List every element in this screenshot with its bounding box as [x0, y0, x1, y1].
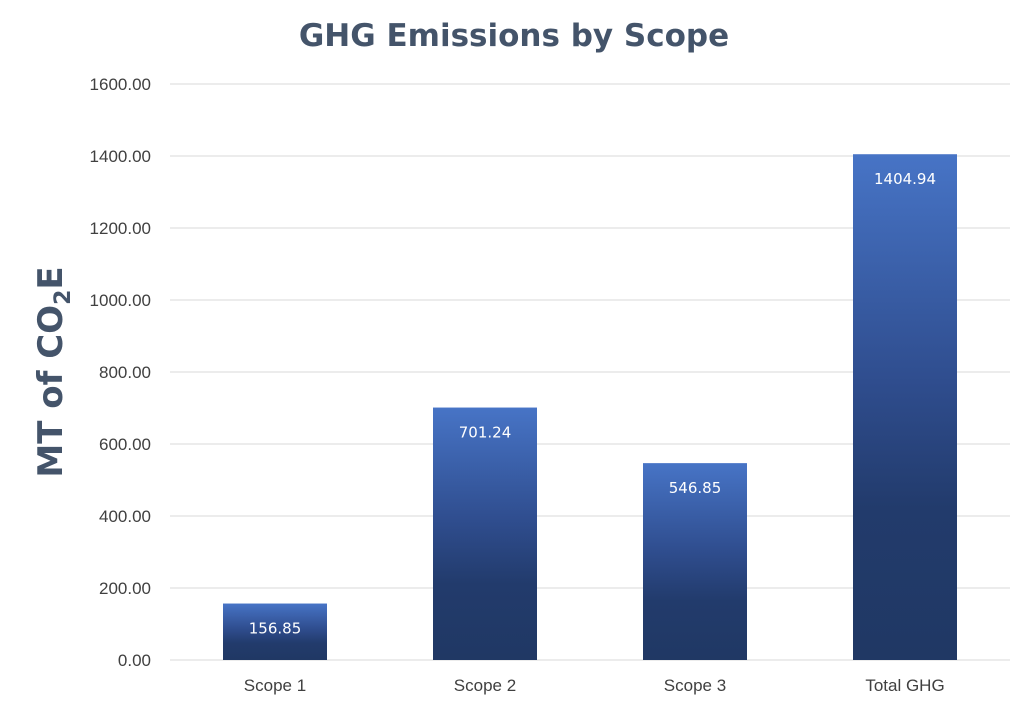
y-tick-label: 0.00: [118, 651, 151, 670]
bars: [223, 154, 957, 660]
data-label: 1404.94: [874, 170, 936, 188]
x-axis-categories: Scope 1 Scope 2 Scope 3 Total GHG: [244, 676, 945, 695]
y-axis-label-subscript: 2: [51, 290, 76, 305]
gridlines: [170, 83, 1010, 661]
bar-scope-1: [223, 603, 327, 660]
chart-title: GHG Emissions by Scope: [299, 18, 729, 54]
x-category-label: Scope 3: [664, 676, 726, 695]
x-category-label: Scope 1: [244, 676, 306, 695]
bar-total-ghg: [853, 154, 957, 660]
y-tick-label: 800.00: [99, 363, 151, 382]
y-tick-label: 1000.00: [90, 291, 151, 310]
bar-scope-2: [433, 407, 537, 660]
y-tick-label: 200.00: [99, 579, 151, 598]
data-labels: 156.85 701.24 546.85 1404.94: [249, 170, 936, 637]
y-tick-label: 400.00: [99, 507, 151, 526]
y-tick-label: 600.00: [99, 435, 151, 454]
x-category-label: Total GHG: [865, 676, 944, 695]
y-tick-label: 1400.00: [90, 147, 151, 166]
data-label: 701.24: [459, 424, 512, 442]
y-tick-label: 1600.00: [90, 75, 151, 94]
data-label: 156.85: [249, 620, 302, 638]
bar-scope-3: [643, 463, 747, 660]
x-category-label: Scope 2: [454, 676, 516, 695]
y-axis-label: MT of CO2E: [31, 266, 76, 477]
data-label: 546.85: [669, 479, 722, 497]
y-axis-label-main: MT of CO: [31, 305, 71, 478]
y-tick-label: 1200.00: [90, 219, 151, 238]
y-axis-ticks: 0.00 200.00 400.00 600.00 800.00 1000.00 1200.…: [90, 75, 151, 670]
y-axis-label-suffix: E: [31, 266, 71, 289]
